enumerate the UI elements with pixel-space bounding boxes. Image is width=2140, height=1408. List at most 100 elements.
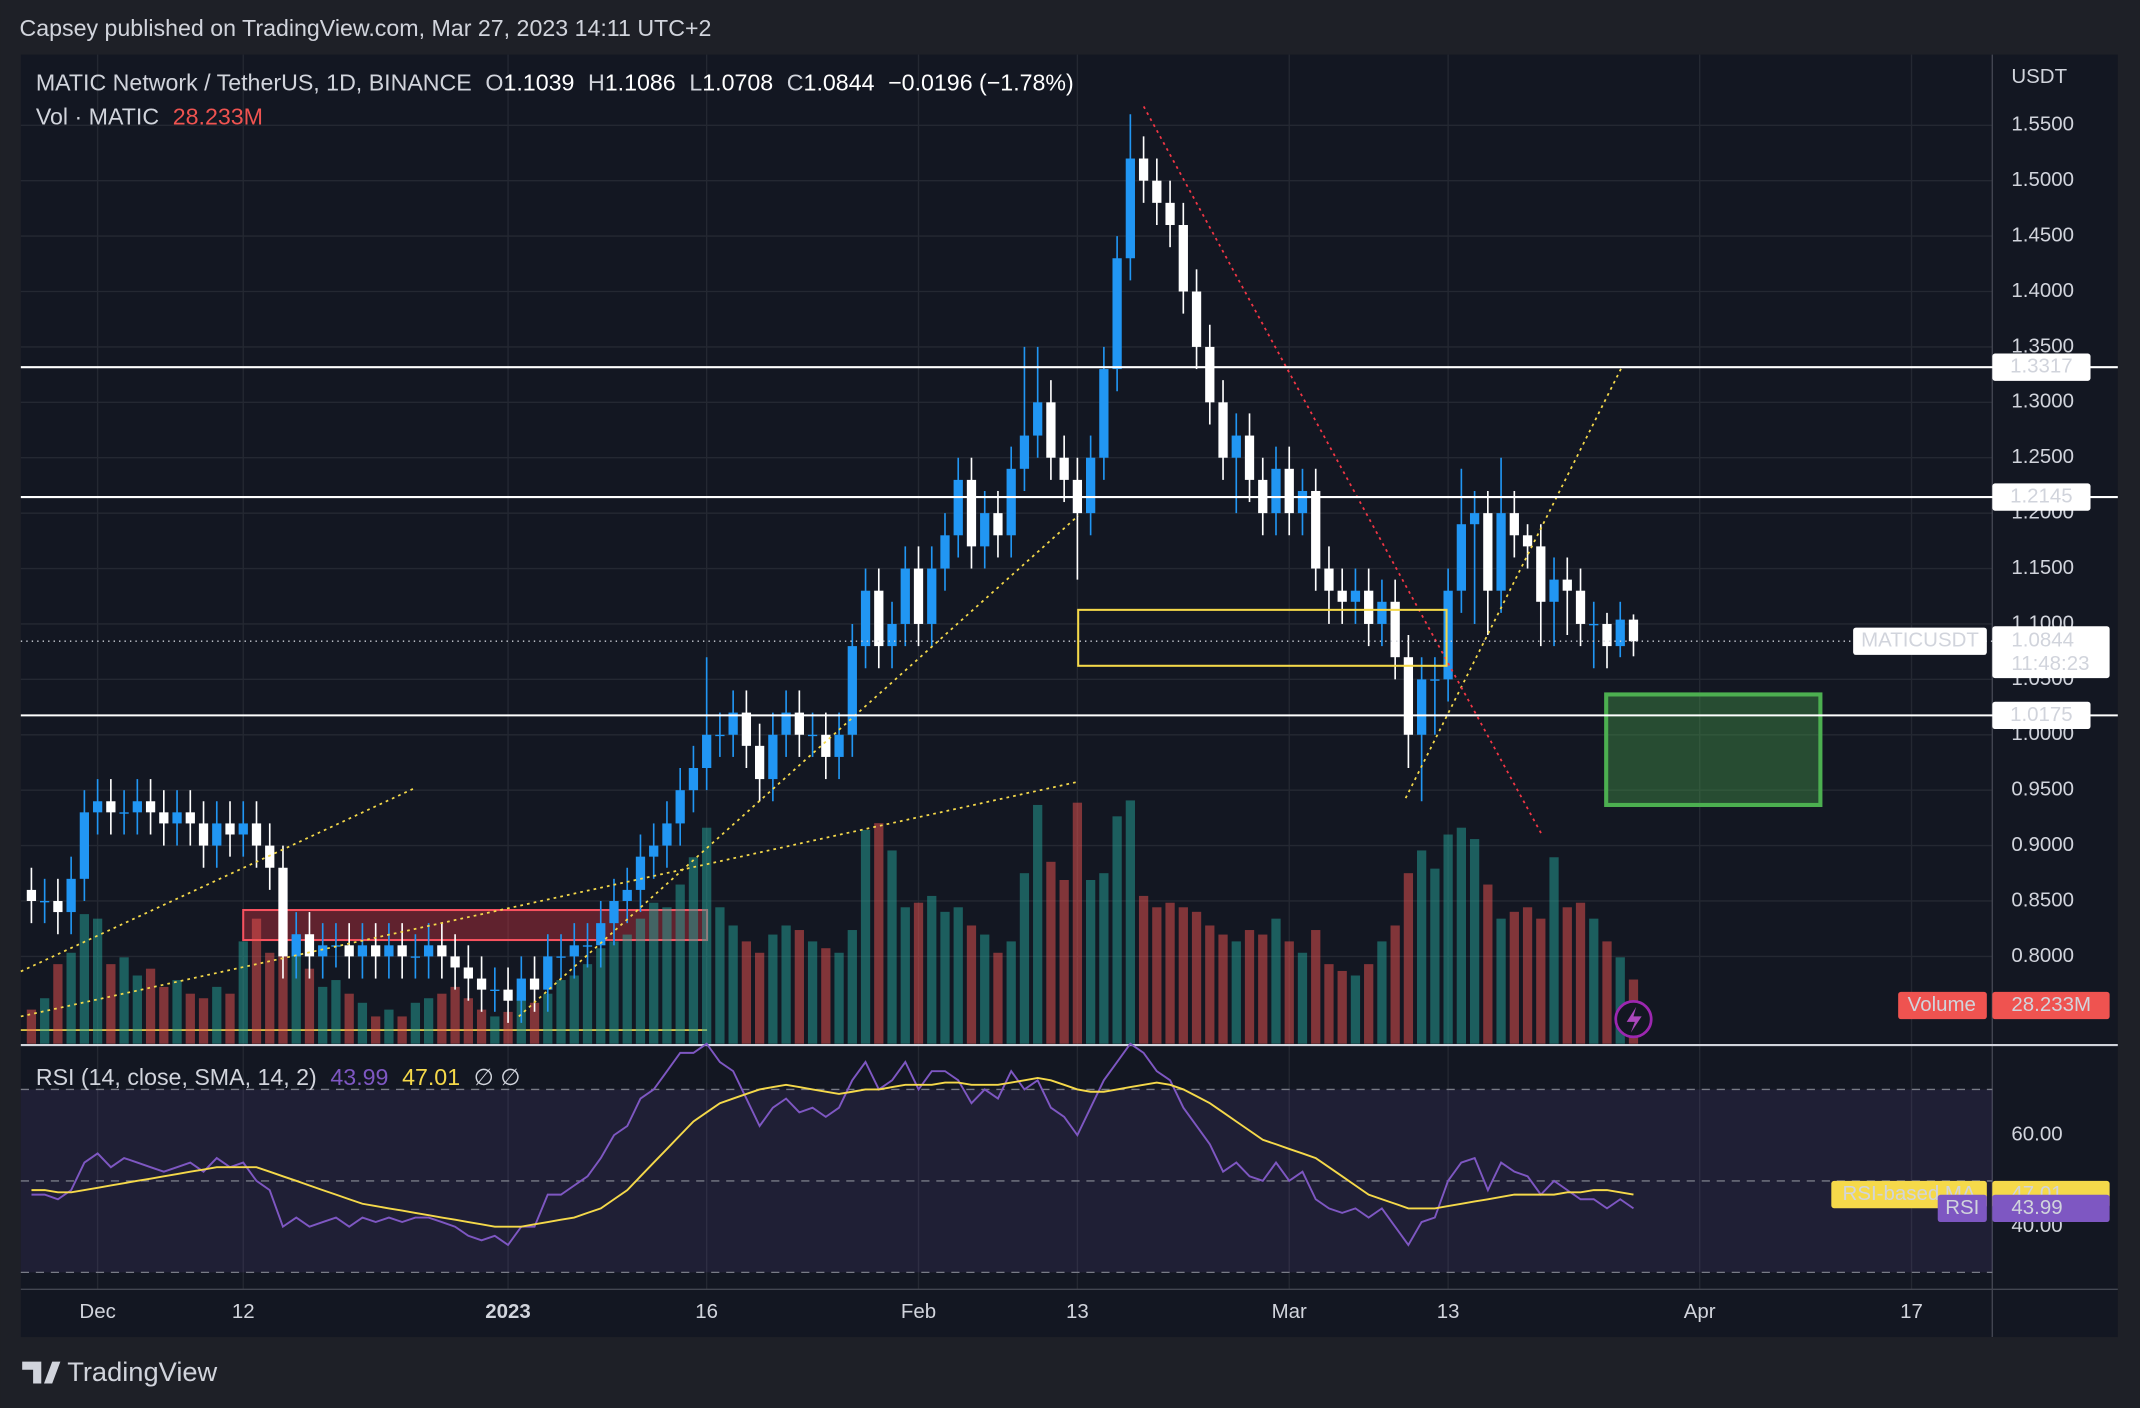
rsi-line xyxy=(31,1042,1635,1247)
labels: MATIC Network / TetherUS, 1D, BINANCE O1.… xyxy=(20,70,2118,1223)
rsi-icons: ∅ ∅ xyxy=(474,1064,521,1090)
y-tick-label: 1.2500 xyxy=(2011,445,2074,468)
ohlc-key: C xyxy=(787,70,804,96)
level-label: 1.2145 xyxy=(2010,484,2073,507)
volume-bar xyxy=(159,986,169,1044)
axes: 0.80000.85000.90000.95001.00001.05001.10… xyxy=(20,54,2118,1338)
x-tick-label: Feb xyxy=(901,1300,936,1323)
candle-body xyxy=(1430,679,1440,681)
y-tick-label: 1.3000 xyxy=(2011,390,2074,413)
volume-bar xyxy=(437,993,447,1044)
y-tick-label: 1.5000 xyxy=(2011,168,2074,191)
ohlc-key: H xyxy=(588,70,605,96)
candle-body xyxy=(1549,579,1559,602)
candle-body xyxy=(1019,435,1030,469)
volume-bar xyxy=(463,998,473,1044)
level-label-box xyxy=(1992,353,2091,381)
trend-line xyxy=(518,515,1079,1018)
candle-body xyxy=(622,889,632,901)
candle-body xyxy=(1350,590,1361,602)
volume-bar xyxy=(741,941,752,1044)
candle-body xyxy=(728,712,738,735)
candle-body xyxy=(1615,619,1625,647)
candle-body xyxy=(794,712,804,735)
volume-bar xyxy=(1085,880,1096,1044)
volume-bar xyxy=(728,925,738,1044)
volume-bar xyxy=(1125,800,1135,1044)
candle-body xyxy=(1006,468,1016,536)
y-tick-label: 1.4000 xyxy=(2011,279,2074,302)
volume-bar xyxy=(384,1009,394,1044)
drawings xyxy=(20,105,1823,1039)
volume-bar xyxy=(1522,907,1533,1044)
symbol-legend: MATIC Network / TetherUS, 1D, BINANCE O1.… xyxy=(36,70,1074,96)
volume-bar xyxy=(291,941,301,1044)
candle-body xyxy=(198,823,209,846)
volume-bar xyxy=(834,952,844,1044)
volume-bar xyxy=(569,975,579,1044)
candle-body xyxy=(1231,435,1241,458)
volume-bar xyxy=(1562,907,1572,1044)
x-tick-label: 17 xyxy=(1900,1300,1923,1323)
candle-body xyxy=(1377,601,1387,624)
volume-bar xyxy=(1602,941,1612,1044)
volume-bar xyxy=(702,827,712,1044)
rsi-value-label: 43.99 xyxy=(2011,1196,2062,1219)
ohlc-value: 1.0708 xyxy=(702,70,773,96)
volume-bar xyxy=(1059,880,1069,1044)
volume-bar xyxy=(66,952,76,1044)
volume-bar xyxy=(556,980,566,1044)
volume-bar xyxy=(397,1016,407,1044)
candle-body xyxy=(397,945,407,957)
candle-body xyxy=(503,989,513,1001)
countdown: 11:48:23 xyxy=(2011,652,2089,675)
volume-bar xyxy=(1337,970,1347,1044)
volume-bar xyxy=(821,948,831,1044)
rsi-value-box xyxy=(1992,1194,2110,1223)
volume-bar xyxy=(754,952,765,1044)
candle-body xyxy=(688,768,699,791)
volume-bar xyxy=(1496,918,1506,1044)
ohlc-value: 1.1039 xyxy=(503,70,574,96)
volume-bar xyxy=(662,907,672,1044)
y-tick-label: 1.3500 xyxy=(2011,334,2074,357)
candle-body xyxy=(754,745,765,780)
candle-body xyxy=(649,845,659,857)
y-tick-label: 0.9000 xyxy=(2011,833,2074,856)
y-tick-label: 1.4500 xyxy=(2011,223,2074,246)
volume-bar xyxy=(781,925,791,1044)
volume-name-box xyxy=(1898,991,1987,1020)
x-tick-label: Apr xyxy=(1684,1300,1716,1323)
rsi-name: RSI xyxy=(1945,1196,1979,1219)
volume-bar xyxy=(887,850,897,1044)
candle-body xyxy=(40,900,50,903)
volume-bar xyxy=(304,968,315,1044)
volume-bar xyxy=(79,914,90,1044)
candle-body xyxy=(715,734,725,737)
volume-bar xyxy=(622,934,632,1044)
x-tick-label: Dec xyxy=(79,1300,115,1323)
candle-body xyxy=(1417,679,1427,735)
candle-body xyxy=(185,812,195,824)
green-box xyxy=(1604,692,1823,808)
candle-body xyxy=(159,812,169,824)
last-price-box xyxy=(1992,626,2110,679)
rsi-title: RSI (14, close, SMA, 14, 2) xyxy=(36,1064,317,1090)
candle-body xyxy=(768,734,778,780)
candle-body xyxy=(781,712,791,735)
volume-bar xyxy=(145,968,156,1044)
symbol-box xyxy=(1853,627,1987,655)
volume-bar xyxy=(1483,884,1493,1044)
candle-body xyxy=(1628,619,1639,642)
candle-body xyxy=(1244,435,1255,480)
volume-bar xyxy=(1218,934,1228,1044)
candle-body xyxy=(1191,291,1202,347)
x-tick-label: 13 xyxy=(1437,1300,1460,1323)
candle-body xyxy=(437,945,447,957)
publisher: Capsey published on TradingView.com, Mar… xyxy=(19,15,711,41)
volume-bar xyxy=(980,934,990,1044)
candle-body xyxy=(1033,402,1043,436)
volume-bar xyxy=(874,823,884,1044)
volume-bar xyxy=(1364,964,1374,1044)
volume-bar xyxy=(900,907,910,1044)
